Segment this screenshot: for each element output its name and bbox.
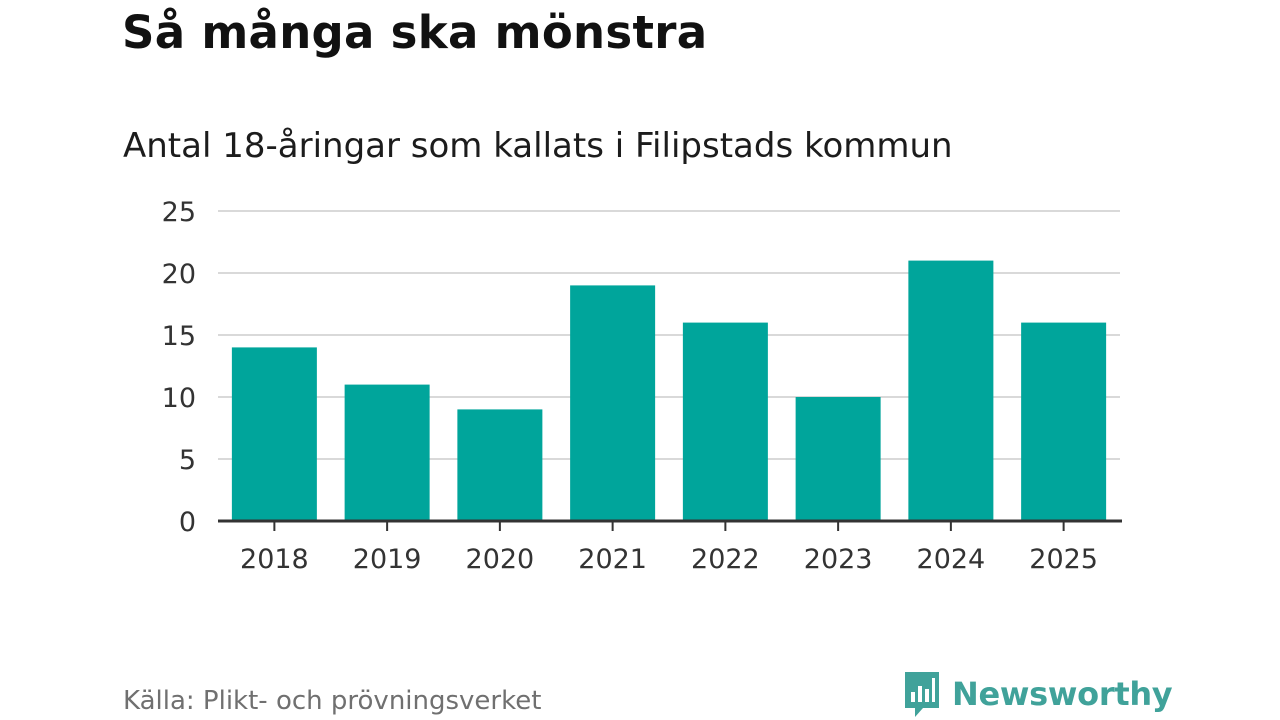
bar-2024 <box>908 260 994 521</box>
source-note: Källa: Plikt- och prövningsverket <box>123 686 542 716</box>
x-tick-label: 2021 <box>578 544 647 575</box>
x-tick-label: 2018 <box>240 544 309 575</box>
newsworthy-logo-icon <box>905 672 939 717</box>
y-tick-label: 10 <box>162 383 196 414</box>
y-tick-label: 0 <box>179 507 196 538</box>
x-tick-label: 2024 <box>917 544 986 575</box>
x-tick-label: 2022 <box>691 544 760 575</box>
chart-title: Så många ska mönstra <box>122 6 708 59</box>
bar-2023 <box>795 397 881 521</box>
y-tick-label: 20 <box>162 259 196 290</box>
newsworthy-brand: Newsworthy <box>902 670 1173 718</box>
x-axis-ticks: 2018 2019 2020 2021 2022 2023 2024 2025 <box>240 544 1098 575</box>
bar-2018 <box>231 347 317 521</box>
bar-2020 <box>457 409 543 521</box>
bar-2022 <box>682 322 768 521</box>
bars <box>231 260 1107 521</box>
x-axis <box>218 519 1122 531</box>
x-tick-label: 2023 <box>804 544 873 575</box>
y-tick-label: 25 <box>162 197 196 228</box>
y-axis-ticks: 0 5 10 15 20 25 <box>162 197 196 538</box>
bar-2025 <box>1021 322 1107 521</box>
x-tick-label: 2025 <box>1029 544 1098 575</box>
y-tick-label: 15 <box>162 321 196 352</box>
bar-2021 <box>570 285 656 521</box>
y-tick-label: 5 <box>179 445 196 476</box>
brand-name: Newsworthy <box>952 675 1173 713</box>
x-tick-label: 2020 <box>466 544 535 575</box>
chart-subtitle: Antal 18-åringar som kallats i Filipstad… <box>123 126 953 166</box>
x-tick-label: 2019 <box>353 544 422 575</box>
bar-2019 <box>344 384 430 521</box>
